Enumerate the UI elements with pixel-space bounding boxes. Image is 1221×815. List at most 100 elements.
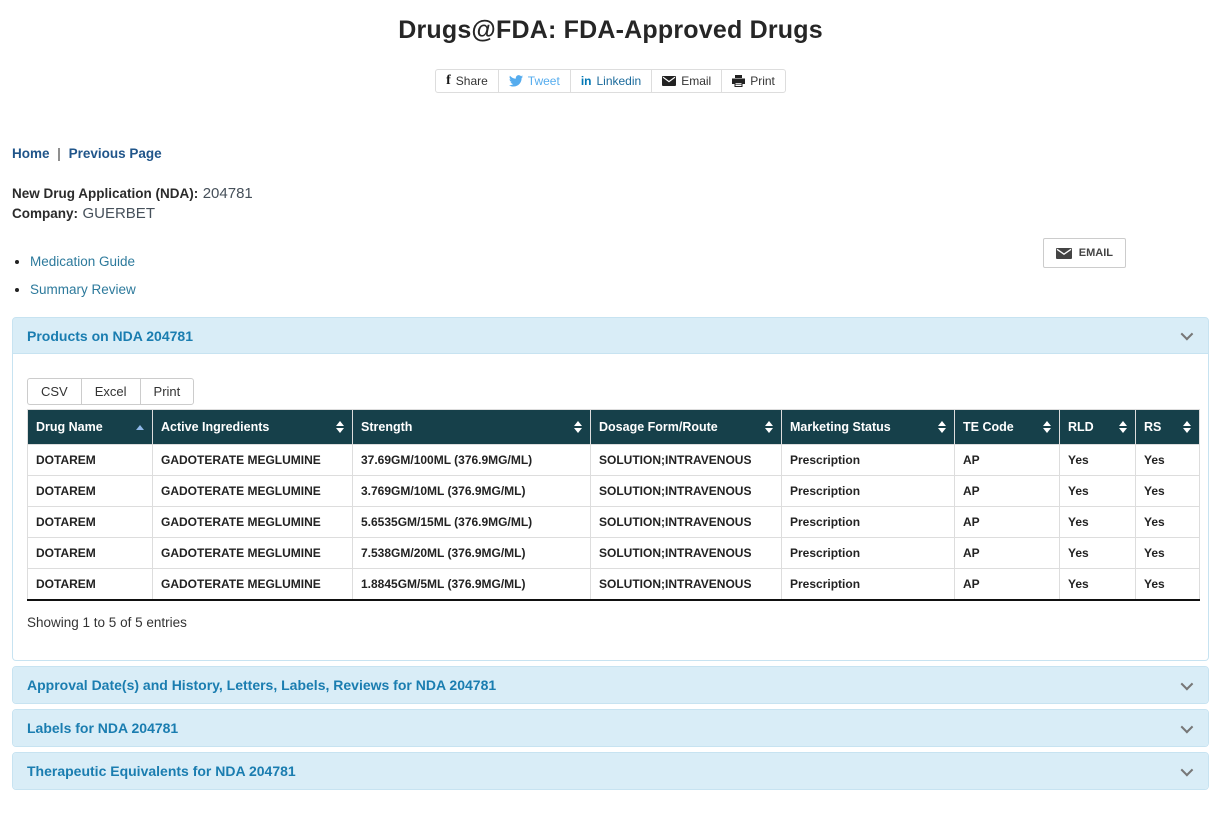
column-header-rs[interactable]: RS	[1135, 409, 1200, 445]
column-header-rld[interactable]: RLD	[1059, 409, 1136, 445]
cell-active-ingredients: GADOTERATE MEGLUMINE	[152, 537, 353, 569]
cell-te-code: AP	[954, 444, 1060, 476]
cell-drug-name: DOTAREM	[27, 506, 153, 538]
page-title: Drugs@FDA: FDA-Approved Drugs	[398, 16, 823, 44]
column-header-te-code[interactable]: TE Code	[954, 409, 1060, 445]
previous-page-link[interactable]: Previous Page	[68, 146, 162, 161]
cell-rld: Yes	[1059, 475, 1136, 507]
sort-icon	[330, 421, 344, 433]
cell-marketing-status: Prescription	[781, 537, 955, 569]
column-header-drug-name[interactable]: Drug Name	[27, 409, 153, 445]
drugs-fda-page: Drugs@FDA: FDA-Approved Drugs f Share Tw…	[0, 16, 1221, 790]
chevron-down-icon	[1180, 327, 1194, 341]
cell-rld: Yes	[1059, 537, 1136, 569]
cell-drug-name: DOTAREM	[27, 444, 153, 476]
sort-icon	[759, 421, 773, 433]
cell-te-code: AP	[954, 568, 1060, 601]
table-row: DOTAREM GADOTERATE MEGLUMINE 1.8845GM/5M…	[27, 568, 1200, 601]
cell-strength: 1.8845GM/5ML (376.9MG/ML)	[352, 568, 591, 601]
cell-rld: Yes	[1059, 444, 1136, 476]
cell-active-ingredients: GADOTERATE MEGLUMINE	[152, 444, 353, 476]
cell-strength: 5.6535GM/15ML (376.9MG/ML)	[352, 506, 591, 538]
email-label: Email	[681, 74, 712, 88]
cell-dosage-form-route: SOLUTION;INTRAVENOUS	[590, 475, 782, 507]
cell-marketing-status: Prescription	[781, 475, 955, 507]
chevron-down-icon	[1180, 720, 1194, 733]
cell-marketing-status: Prescription	[781, 444, 955, 476]
summary-review-link[interactable]: Summary Review	[30, 282, 136, 297]
linkedin-label: Linkedin	[596, 74, 642, 88]
breadcrumb: Home | Previous Page	[12, 146, 1221, 161]
linkedin-icon: in	[580, 74, 592, 88]
sort-icon	[932, 421, 946, 433]
cell-rs: Yes	[1135, 475, 1200, 507]
therapeutic-equivalents-panel-header[interactable]: Therapeutic Equivalents for NDA 204781	[13, 753, 1208, 789]
cell-strength: 3.769GM/10ML (376.9MG/ML)	[352, 475, 591, 507]
cell-rs: Yes	[1135, 506, 1200, 538]
linkedin-share-button[interactable]: in Linkedin	[571, 70, 653, 92]
table-row: DOTAREM GADOTERATE MEGLUMINE 5.6535GM/15…	[27, 506, 1200, 538]
table-entries-summary: Showing 1 to 5 of 5 entries	[27, 615, 187, 630]
cell-active-ingredients: GADOTERATE MEGLUMINE	[152, 475, 353, 507]
cell-drug-name: DOTAREM	[27, 475, 153, 507]
labels-panel: Labels for NDA 204781	[12, 709, 1209, 747]
cell-active-ingredients: GADOTERATE MEGLUMINE	[152, 568, 353, 601]
print-share-button[interactable]: Print	[722, 70, 785, 92]
twitter-bird-icon	[508, 75, 523, 87]
table-row: DOTAREM GADOTERATE MEGLUMINE 3.769GM/10M…	[27, 475, 1200, 507]
therapeutic-equivalents-panel: Therapeutic Equivalents for NDA 204781	[12, 752, 1209, 790]
cell-dosage-form-route: SOLUTION;INTRAVENOUS	[590, 568, 782, 601]
cell-strength: 7.538GM/20ML (376.9MG/ML)	[352, 537, 591, 569]
approval-history-panel-header[interactable]: Approval Date(s) and History, Letters, L…	[13, 667, 1208, 703]
table-row: DOTAREM GADOTERATE MEGLUMINE 7.538GM/20M…	[27, 537, 1200, 569]
export-button-group: CSV Excel Print	[27, 378, 195, 405]
medication-guide-link[interactable]: Medication Guide	[30, 254, 136, 269]
print-button[interactable]: Print	[139, 378, 195, 405]
document-links-list: Medication Guide Summary Review	[30, 254, 1221, 297]
cell-active-ingredients: GADOTERATE MEGLUMINE	[152, 506, 353, 538]
approval-history-panel-title: Approval Date(s) and History, Letters, L…	[27, 677, 497, 693]
csv-button[interactable]: CSV	[27, 378, 81, 405]
sort-icon	[1113, 421, 1127, 433]
column-header-active-ingredients[interactable]: Active Ingredients	[152, 409, 353, 445]
products-panel-title: Products on NDA 204781	[27, 327, 193, 344]
twitter-tweet-button[interactable]: Tweet	[499, 70, 571, 92]
home-link[interactable]: Home	[12, 146, 50, 161]
company-value: GUERBET	[82, 205, 155, 222]
facebook-share-button[interactable]: f Share	[436, 70, 499, 92]
nda-line: New Drug Application (NDA): 204781	[12, 184, 1221, 204]
cell-rs: Yes	[1135, 537, 1200, 569]
cell-rld: Yes	[1059, 506, 1136, 538]
cell-marketing-status: Prescription	[781, 568, 955, 601]
cell-strength: 37.69GM/100ML (376.9MG/ML)	[352, 444, 591, 476]
column-header-strength[interactable]: Strength	[352, 409, 591, 445]
table-row: DOTAREM GADOTERATE MEGLUMINE 37.69GM/100…	[27, 444, 1200, 476]
labels-panel-header[interactable]: Labels for NDA 204781	[13, 710, 1208, 746]
email-share-button[interactable]: Email	[652, 70, 723, 92]
approval-history-panel: Approval Date(s) and History, Letters, L…	[12, 666, 1209, 704]
chevron-down-icon	[1180, 677, 1194, 690]
chevron-down-icon	[1180, 763, 1194, 776]
products-panel: Products on NDA 204781 CSV Excel Print D…	[12, 317, 1209, 661]
products-table: Drug Name Active Ingredients Strength Do…	[27, 409, 1200, 601]
email-button[interactable]: EMAIL	[1042, 238, 1126, 268]
cell-rld: Yes	[1059, 568, 1136, 601]
column-header-dosage-form-route[interactable]: Dosage Form/Route	[590, 409, 782, 445]
labels-panel-title: Labels for NDA 204781	[27, 720, 179, 736]
envelope-icon	[1055, 247, 1072, 259]
cell-drug-name: DOTAREM	[27, 537, 153, 569]
sort-icon	[568, 421, 582, 433]
products-panel-header[interactable]: Products on NDA 204781	[13, 318, 1208, 354]
column-header-marketing-status[interactable]: Marketing Status	[781, 409, 955, 445]
excel-button[interactable]: Excel	[80, 378, 140, 405]
cell-te-code: AP	[954, 537, 1060, 569]
cell-marketing-status: Prescription	[781, 506, 955, 538]
social-share-bar: f Share Tweet in Linkedin Email	[0, 69, 1221, 93]
tweet-label: Tweet	[527, 74, 560, 88]
sort-icon	[1177, 421, 1191, 433]
print-label: Print	[750, 74, 775, 88]
facebook-icon: f	[446, 73, 451, 88]
sort-icon	[1037, 421, 1051, 433]
company-line: Company: GUERBET	[12, 204, 1221, 224]
envelope-icon	[662, 76, 677, 86]
